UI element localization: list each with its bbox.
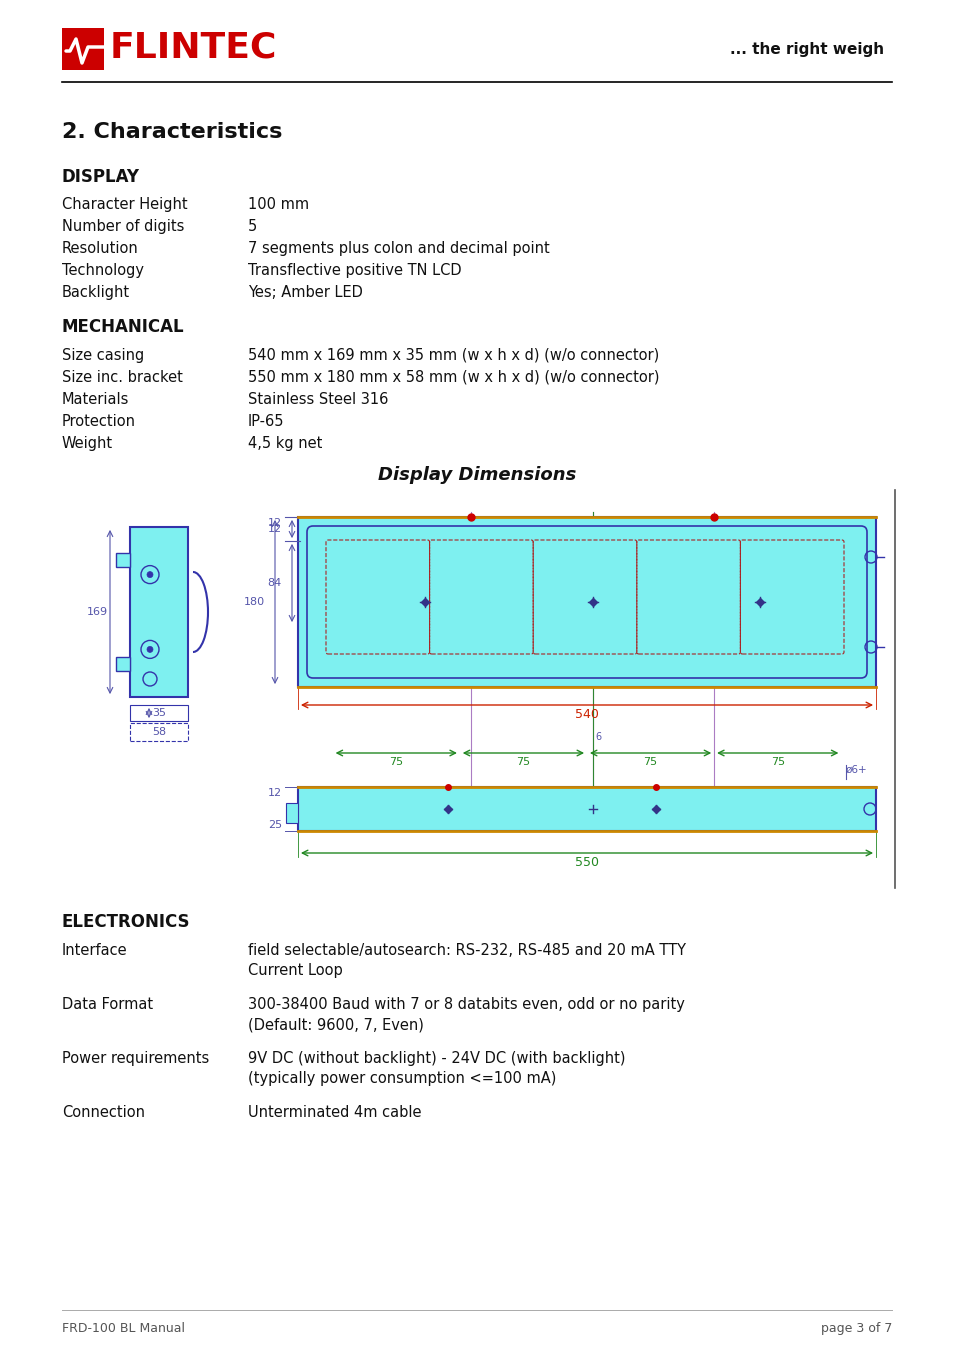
Text: 35: 35 (152, 708, 166, 717)
Text: FLINTEC: FLINTEC (110, 30, 277, 63)
Text: 25: 25 (268, 820, 282, 830)
Text: MECHANICAL: MECHANICAL (62, 317, 185, 336)
Circle shape (147, 571, 152, 578)
Text: Interface: Interface (62, 943, 128, 958)
Text: 100 mm: 100 mm (248, 197, 309, 212)
Text: 180: 180 (244, 597, 265, 607)
Bar (297, 517, 875, 688)
Text: Number of digits: Number of digits (62, 219, 184, 234)
Text: (Default: 9600, 7, Even): (Default: 9600, 7, Even) (248, 1017, 423, 1032)
Text: ø6+: ø6+ (845, 765, 866, 775)
Text: Technology: Technology (62, 263, 144, 278)
Text: Transflective positive TN LCD: Transflective positive TN LCD (248, 263, 461, 278)
Text: 550 mm x 180 mm x 58 mm (w x h x d) (w/o connector): 550 mm x 180 mm x 58 mm (w x h x d) (w/o… (248, 370, 659, 385)
Text: 540 mm x 169 mm x 35 mm (w x h x d) (w/o connector): 540 mm x 169 mm x 35 mm (w x h x d) (w/o… (248, 349, 659, 363)
Bar (130, 527, 188, 697)
Text: 7 segments plus colon and decimal point: 7 segments plus colon and decimal point (248, 240, 549, 255)
Text: Protection: Protection (62, 413, 136, 430)
Text: Size casing: Size casing (62, 349, 144, 363)
Text: Unterminated 4m cable: Unterminated 4m cable (248, 1105, 421, 1120)
Text: Yes; Amber LED: Yes; Amber LED (248, 285, 362, 300)
Text: (typically power consumption <=100 mA): (typically power consumption <=100 mA) (248, 1071, 556, 1086)
Text: 12: 12 (268, 524, 282, 534)
Text: Resolution: Resolution (62, 240, 138, 255)
Text: 9V DC (without backlight) - 24V DC (with backlight): 9V DC (without backlight) - 24V DC (with… (248, 1051, 625, 1066)
Text: 5: 5 (248, 219, 257, 234)
Text: 75: 75 (516, 757, 530, 767)
Text: Connection: Connection (62, 1105, 145, 1120)
Bar (286, 802, 297, 823)
Text: 75: 75 (770, 757, 784, 767)
Text: 12: 12 (268, 788, 282, 798)
Text: IP-65: IP-65 (248, 413, 284, 430)
Circle shape (147, 646, 152, 653)
Text: Display Dimensions: Display Dimensions (377, 466, 576, 484)
Bar (62, 28, 104, 70)
Text: ELECTRONICS: ELECTRONICS (62, 913, 191, 931)
Text: 300-38400 Baud with 7 or 8 databits even, odd or no parity: 300-38400 Baud with 7 or 8 databits even… (248, 997, 684, 1012)
Text: Power requirements: Power requirements (62, 1051, 209, 1066)
Text: DISPLAY: DISPLAY (62, 168, 140, 186)
Text: Character Height: Character Height (62, 197, 188, 212)
Text: 75: 75 (643, 757, 657, 767)
Text: 12: 12 (268, 517, 282, 528)
Text: FRD-100 BL Manual: FRD-100 BL Manual (62, 1323, 185, 1335)
Bar (130, 723, 188, 740)
Bar (116, 553, 130, 567)
Text: Stainless Steel 316: Stainless Steel 316 (248, 392, 388, 407)
Text: Weight: Weight (62, 436, 113, 451)
Text: 75: 75 (389, 757, 403, 767)
Text: 84: 84 (268, 578, 282, 588)
Text: Data Format: Data Format (62, 997, 153, 1012)
Text: Backlight: Backlight (62, 285, 130, 300)
Bar (297, 788, 875, 831)
Bar (116, 657, 130, 671)
Bar (130, 705, 188, 721)
Text: 2. Characteristics: 2. Characteristics (62, 122, 282, 142)
Text: 6: 6 (596, 732, 601, 742)
Text: 550: 550 (575, 855, 598, 869)
Text: Materials: Materials (62, 392, 130, 407)
Text: 4,5 kg net: 4,5 kg net (248, 436, 322, 451)
Text: 540: 540 (575, 708, 598, 720)
Text: 169: 169 (87, 607, 108, 617)
Text: ... the right weigh: ... the right weigh (729, 42, 883, 57)
Text: 58: 58 (152, 727, 166, 738)
Text: field selectable/autosearch: RS-232, RS-485 and 20 mA TTY: field selectable/autosearch: RS-232, RS-… (248, 943, 685, 958)
Text: Current Loop: Current Loop (248, 963, 342, 978)
Text: page 3 of 7: page 3 of 7 (820, 1323, 891, 1335)
Text: Size inc. bracket: Size inc. bracket (62, 370, 183, 385)
